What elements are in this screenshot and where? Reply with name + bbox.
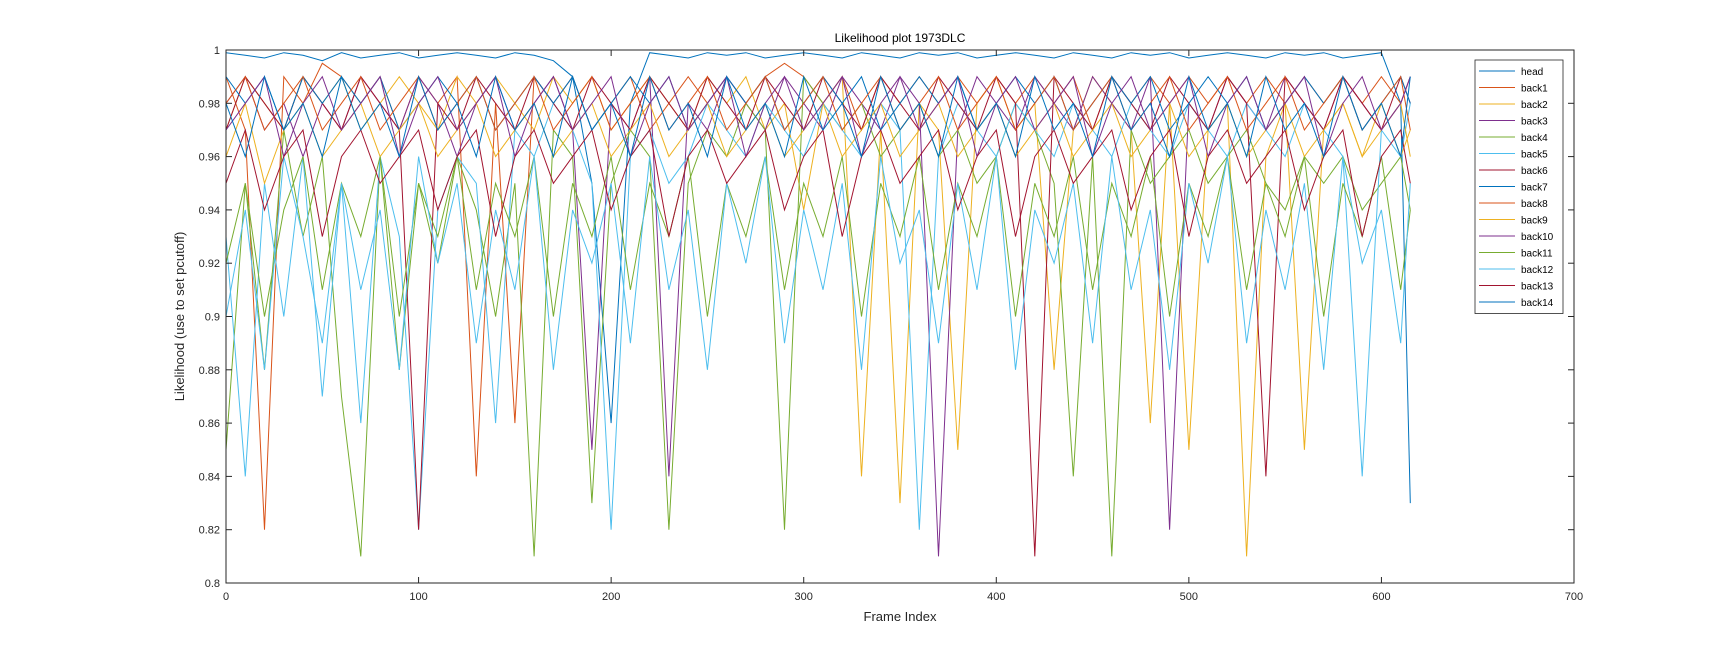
- legend-entries: head back1 back2 back3 back4 back5 back6 back7 b…: [1479, 67, 1554, 309]
- y-tick-label: 0.92: [199, 258, 220, 270]
- series-line-back14: [226, 74, 1411, 159]
- y-tick-label: 0.88: [199, 365, 220, 377]
- x-tick-label: 400: [987, 591, 1005, 603]
- legend: head back1 back2 back3 back4 back5 back6 back7 b…: [1474, 59, 1564, 314]
- x-tick-label: 300: [795, 591, 813, 603]
- y-tick-label: 0.96: [199, 152, 220, 164]
- series-line-head: [226, 52, 1411, 504]
- legend-label-back6: back6: [1521, 166, 1548, 177]
- legend-label-head: head: [1521, 67, 1543, 78]
- y-axis-ticks: 0.8 0.82 0.84 0.86 0.88 0.9 0.92 0.94 0.96 0.98 1: [199, 45, 1574, 590]
- legend-label-back14: back14: [1521, 298, 1554, 309]
- series-line-back11: [226, 156, 1411, 317]
- legend-label-back13: back13: [1521, 282, 1554, 293]
- legend-label-back2: back2: [1521, 100, 1548, 111]
- legend-label-back1: back1: [1521, 84, 1548, 95]
- x-tick-label: 100: [409, 591, 427, 603]
- chart-title: Likelihood plot 1973DLC: [835, 31, 966, 45]
- y-tick-label: 0.8: [205, 578, 220, 590]
- x-tick-label: 600: [1372, 591, 1390, 603]
- legend-label-back7: back7: [1521, 183, 1548, 194]
- legend-label-back5: back5: [1521, 150, 1548, 161]
- x-tick-label: 500: [1180, 591, 1198, 603]
- x-axis-ticks: 0 100 200 300 400 500 600 700: [223, 50, 1583, 603]
- x-tick-label: 0: [223, 591, 229, 603]
- y-tick-label: 0.94: [199, 205, 220, 217]
- y-tick-label: 0.84: [199, 471, 220, 483]
- x-tick-label: 700: [1565, 591, 1583, 603]
- series-line-back12: [226, 156, 1411, 370]
- legend-label-back11: back11: [1521, 249, 1553, 260]
- legend-label-back12: back12: [1521, 265, 1554, 276]
- legend-label-back8: back8: [1521, 199, 1548, 210]
- x-tick-label: 200: [602, 591, 620, 603]
- y-axis-label: Likelihood (use to set pcutoff): [172, 232, 187, 402]
- plot-area: 0 100 200 300 400 500 600 700 0.80.820.840.860.…: [199, 45, 1584, 603]
- y-tick-label: 0.98: [199, 98, 220, 110]
- y-tick-label: 0.86: [199, 418, 220, 430]
- legend-label-back10: back10: [1521, 232, 1554, 243]
- y-tick-label: 0.82: [199, 525, 220, 537]
- y-tick-label: 1: [214, 45, 220, 57]
- y-tick-label: 0.9: [205, 312, 220, 324]
- legend-label-back9: back9: [1521, 216, 1548, 227]
- x-axis-label: Frame Index: [864, 609, 937, 624]
- legend-label-back4: back4: [1521, 133, 1548, 144]
- legend-label-back3: back3: [1521, 117, 1548, 128]
- series-layer: [226, 52, 1411, 557]
